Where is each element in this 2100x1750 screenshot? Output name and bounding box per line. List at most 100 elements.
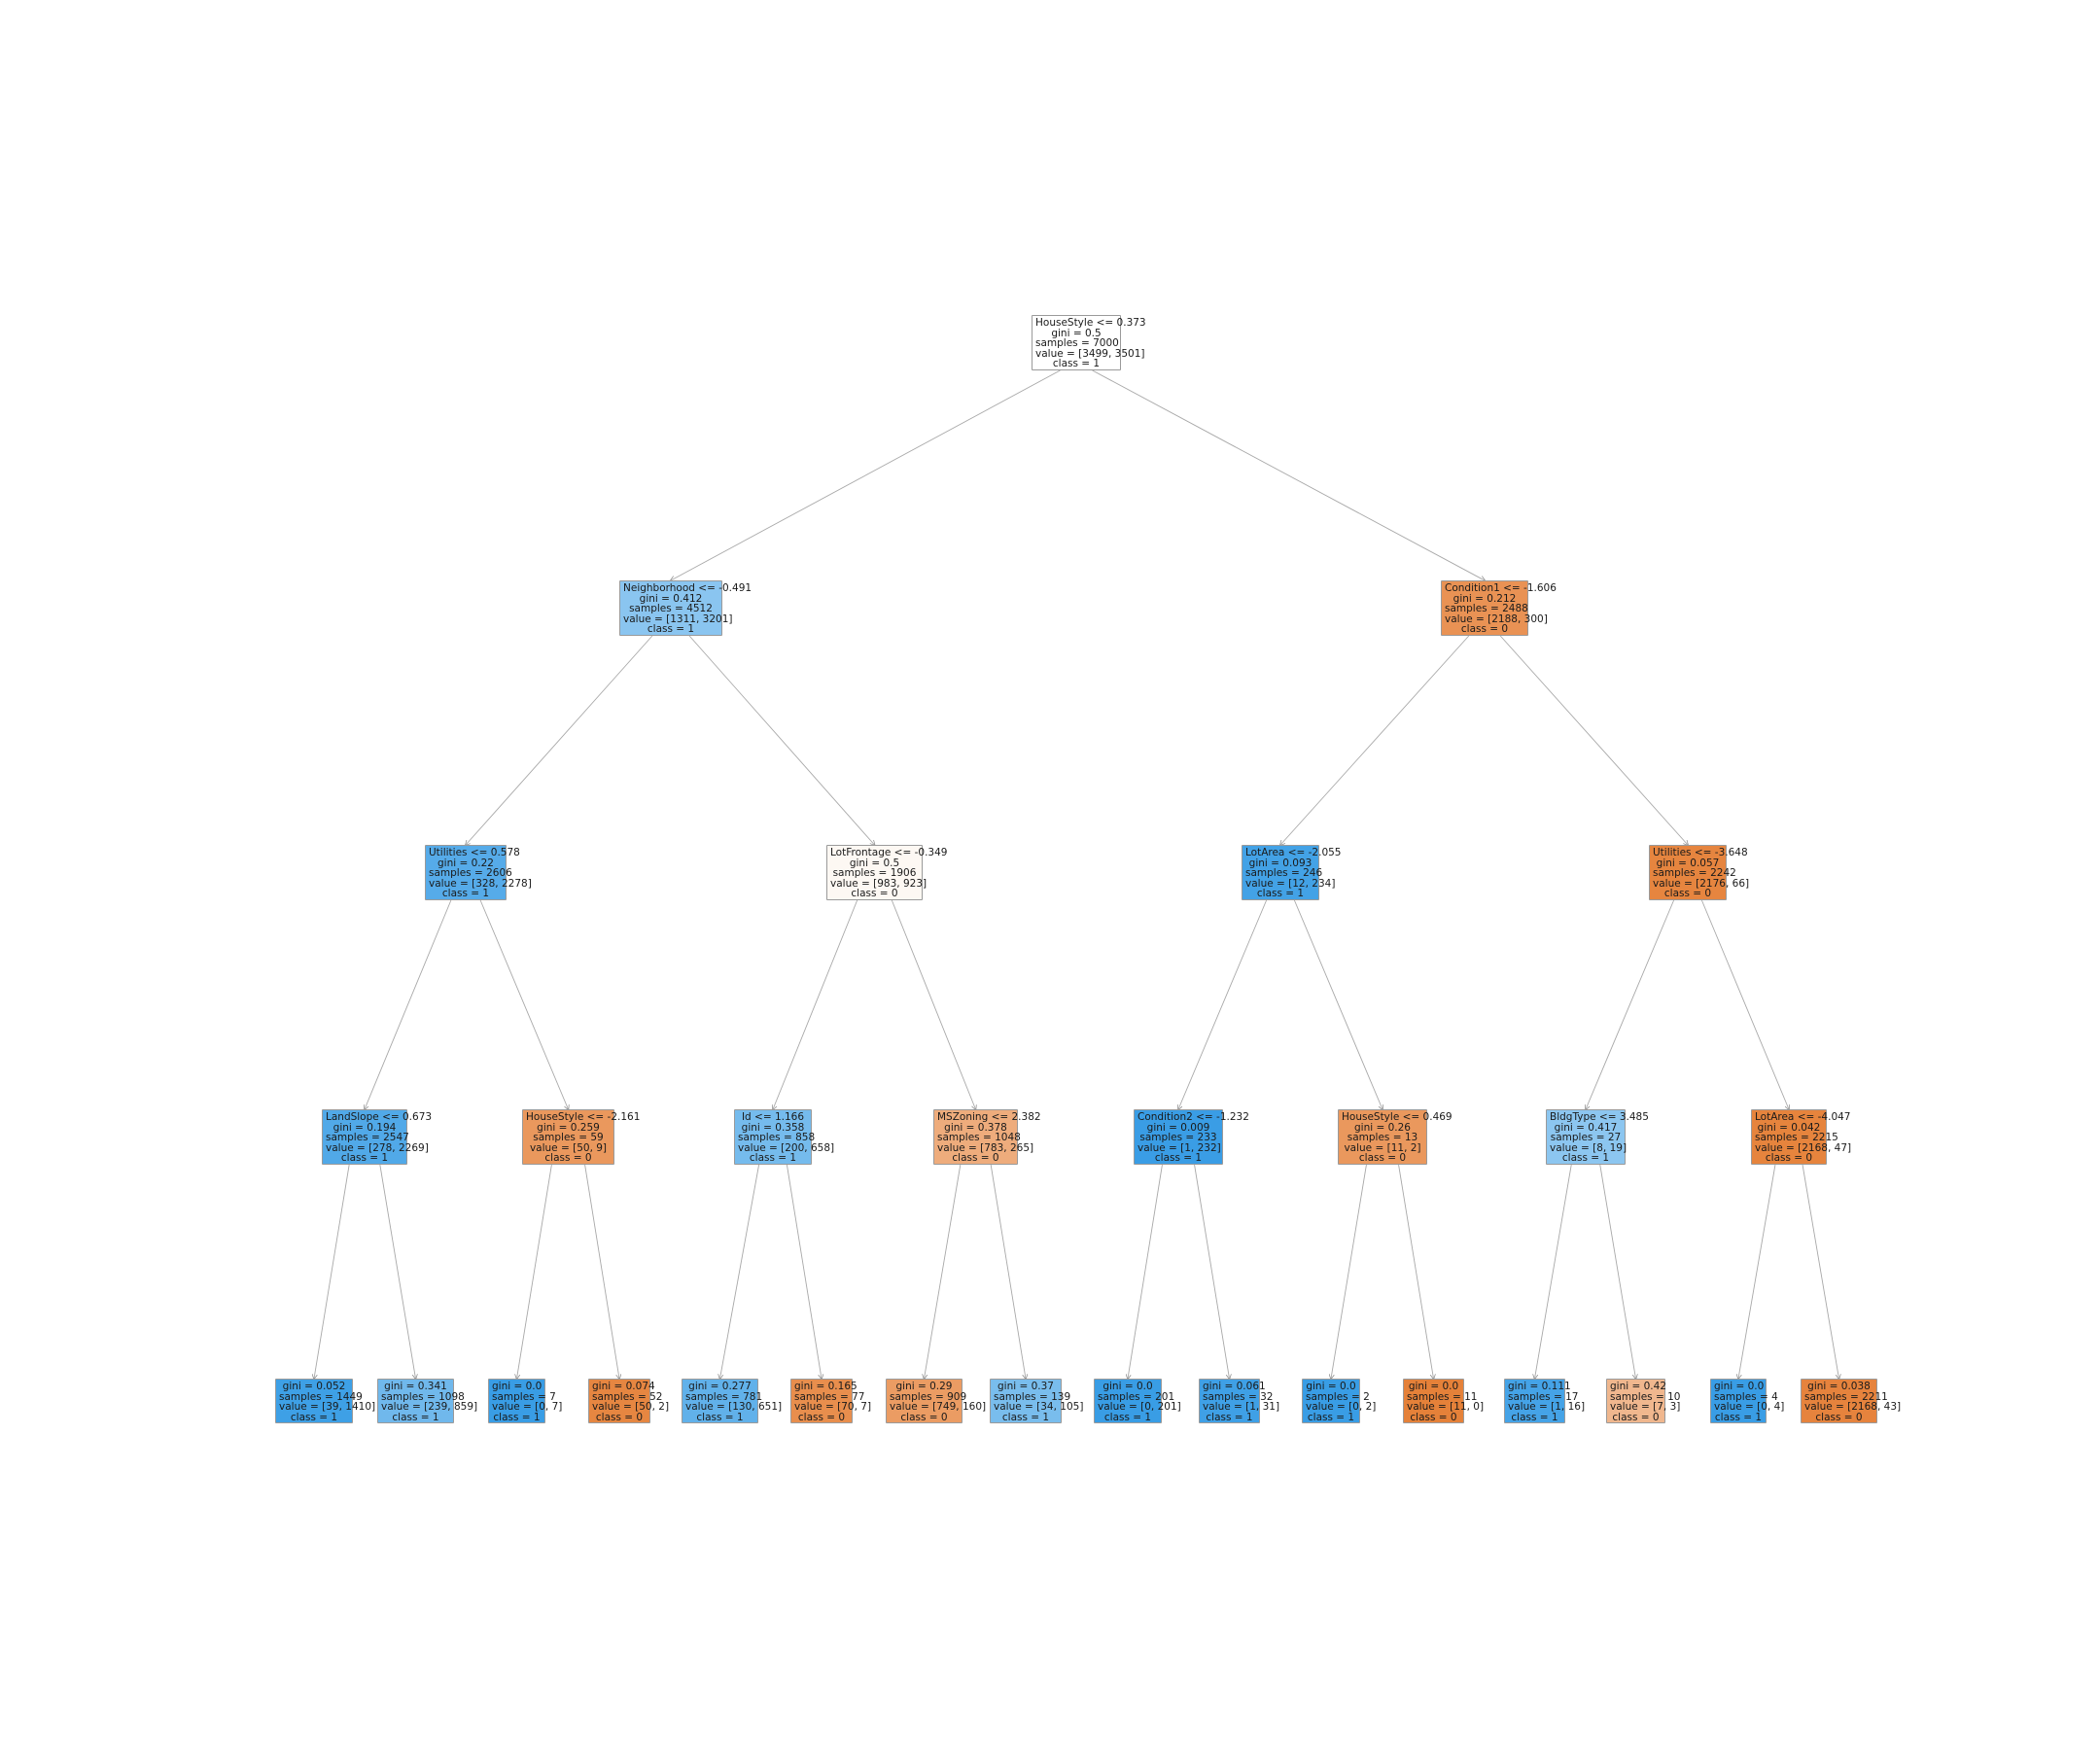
node-text-line: class = 0 (595, 1411, 644, 1423)
node-text-line: samples = 4512 (629, 603, 713, 615)
node-text-line: samples = 59 (533, 1132, 604, 1144)
node-text-line: class = 0 (1765, 1152, 1813, 1165)
tree-edge (688, 635, 874, 845)
node-text-line: samples = 858 (738, 1132, 816, 1144)
node-text-line: value = [8, 19] (1550, 1141, 1628, 1154)
node-text-line: class = 1 (1511, 1411, 1558, 1423)
node-text-line: samples = 2547 (326, 1132, 409, 1144)
node-text-line: value = [2168, 43] (1804, 1401, 1902, 1414)
node-text-line: value = [1, 31] (1203, 1401, 1280, 1414)
tree-edge (990, 1164, 1026, 1379)
leaf-node: gini = 0.0 samples = 2 value = [0, 2] class… (1302, 1379, 1377, 1423)
tree-edge (1092, 369, 1485, 580)
node-text-line: gini = 0.194 (332, 1121, 397, 1134)
node-text-line: samples = 52 (592, 1390, 663, 1403)
node-text-line: samples = 2215 (1755, 1132, 1838, 1144)
node-text-line: gini = 0.259 (537, 1121, 600, 1134)
node-text-line: class = 1 (1206, 1411, 1253, 1423)
node-text-line: MSZoning <= 2.382 (937, 1111, 1041, 1123)
node-text-line: gini = 0.0 (492, 1381, 542, 1392)
node-text-line: HouseStyle <= 0.469 (1342, 1111, 1452, 1123)
node-text-line: LotArea <= -4.047 (1755, 1111, 1851, 1123)
node-text-line: value = [130, 651] (685, 1401, 783, 1414)
node-text-line: value = [749, 160] (890, 1401, 987, 1414)
leaf-node: gini = 0.074 samples = 52 value = [50, 2] c… (588, 1379, 670, 1423)
node-text-line: samples = 7000 (1035, 337, 1119, 350)
node-text-line: gini = 0.358 (741, 1121, 805, 1134)
node-text-line: gini = 0.29 (895, 1381, 953, 1392)
node-text-line: value = [1, 232] (1138, 1141, 1221, 1154)
node-text-line: HouseStyle <= 0.373 (1035, 317, 1146, 329)
leaf-node: gini = 0.061 samples = 32 value = [1, 31] c… (1199, 1379, 1280, 1423)
node-text-line: gini = 0.37 (997, 1381, 1054, 1392)
node-text-line: value = [50, 2] (592, 1401, 670, 1414)
tree-edge (314, 1164, 350, 1379)
node-text-line: value = [50, 9] (529, 1141, 608, 1154)
node-text-line: samples = 2488 (1445, 603, 1528, 615)
node-bldgtype: BldgType <= 3.485 gini = 0.417 samples = 2… (1546, 1109, 1649, 1165)
node-text-line: value = [34, 105] (994, 1401, 1084, 1414)
tree-edge (1599, 1164, 1636, 1379)
tree-edge (1293, 899, 1382, 1109)
leaf-node: gini = 0.341 samples = 1098 value = [239, … (377, 1379, 477, 1423)
node-text-line: samples = 1098 (381, 1390, 465, 1403)
node-text-line: gini = 0.277 (688, 1381, 752, 1392)
node-text-line: samples = 77 (794, 1390, 865, 1403)
node-utilities-right: Utilities <= -3.648 gini = 0.057 samples =… (1649, 845, 1749, 900)
node-text-line: gini = 0.341 (384, 1381, 447, 1392)
leaf-node: gini = 0.0 samples = 11 value = [11, 0] cla… (1403, 1379, 1485, 1423)
node-text-line: class = 0 (851, 888, 898, 900)
node-text-line: samples = 781 (685, 1390, 763, 1403)
node-text-line: samples = 2242 (1653, 867, 1736, 880)
node-text-line: Condition1 <= -1.606 (1445, 582, 1557, 594)
node-text-line: value = [983, 923] (830, 877, 928, 890)
node-text-line: class = 1 (1052, 358, 1101, 370)
node-text-line: class = 0 (544, 1152, 592, 1165)
tree-edge (365, 899, 452, 1109)
tree-edge (1280, 635, 1470, 845)
leaf-node: gini = 0.0 samples = 201 value = [0, 201] c… (1094, 1379, 1181, 1423)
node-text-line: class = 1 (647, 623, 695, 636)
node-text-line: class = 1 (441, 888, 490, 900)
node-text-line: value = [0, 201] (1098, 1401, 1181, 1414)
node-condition2: Condition2 <= -1.232 gini = 0.009 samples … (1134, 1109, 1249, 1165)
node-text-line: class = 0 (1358, 1152, 1407, 1165)
node-text-line: class = 1 (1103, 1411, 1152, 1423)
tree-edge (1535, 1164, 1572, 1379)
node-text-line: value = [11, 0] (1407, 1401, 1485, 1414)
node-text-line: value = [278, 2269] (326, 1141, 429, 1154)
node-text-line: gini = 0.165 (794, 1381, 858, 1392)
node-text-line: samples = 246 (1245, 867, 1323, 880)
node-text-line: class = 0 (1612, 1411, 1660, 1423)
node-text-line: value = [0, 2] (1306, 1401, 1377, 1414)
node-text-line: class = 1 (1561, 1152, 1610, 1165)
leaf-node: gini = 0.42 samples = 10 value = [7, 3] cla… (1606, 1379, 1680, 1423)
node-lotarea-lower: LotArea <= -4.047 gini = 0.042 samples = 2… (1751, 1109, 1851, 1165)
node-lotarea-upper: LotArea <= -2.055 gini = 0.093 samples = 2… (1242, 845, 1342, 900)
tree-edge (1398, 1164, 1434, 1379)
node-text-line: class = 0 (1815, 1411, 1863, 1423)
node-text-line: class = 1 (696, 1411, 744, 1423)
node-condition1: Condition1 <= -1.606 gini = 0.212 samples … (1441, 580, 1557, 636)
node-housestyle-left: HouseStyle <= -2.161 gini = 0.259 samples … (522, 1109, 640, 1165)
node-text-line: samples = 1048 (937, 1132, 1021, 1144)
node-text-line: Utilities <= -3.648 (1653, 847, 1748, 858)
node-text-line: LotArea <= -2.055 (1245, 847, 1342, 858)
node-utilities-left: Utilities <= 0.578 gini = 0.22 samples = 2… (425, 845, 532, 900)
tree-edge (1128, 1164, 1163, 1379)
node-text-line: gini = 0.0 (1102, 1381, 1153, 1392)
node-text-line: samples = 1449 (279, 1390, 363, 1403)
node-text-line: gini = 0.0 (1408, 1381, 1459, 1392)
node-text-line: class = 1 (1256, 888, 1305, 900)
node-text-line: class = 1 (1154, 1152, 1203, 1165)
node-text-line: gini = 0.038 (1807, 1381, 1871, 1392)
node-text-line: class = 0 (1663, 888, 1712, 900)
tree-edge (1738, 1164, 1776, 1379)
node-landslope: LandSlope <= 0.673 gini = 0.194 samples = … (322, 1109, 432, 1165)
tree-edge (1331, 1164, 1367, 1379)
node-text-line: gini = 0.042 (1757, 1121, 1821, 1134)
node-text-line: value = [1311, 3201] (623, 612, 733, 625)
node-text-line: samples = 17 (1508, 1390, 1579, 1403)
tree-edge (786, 1164, 822, 1379)
